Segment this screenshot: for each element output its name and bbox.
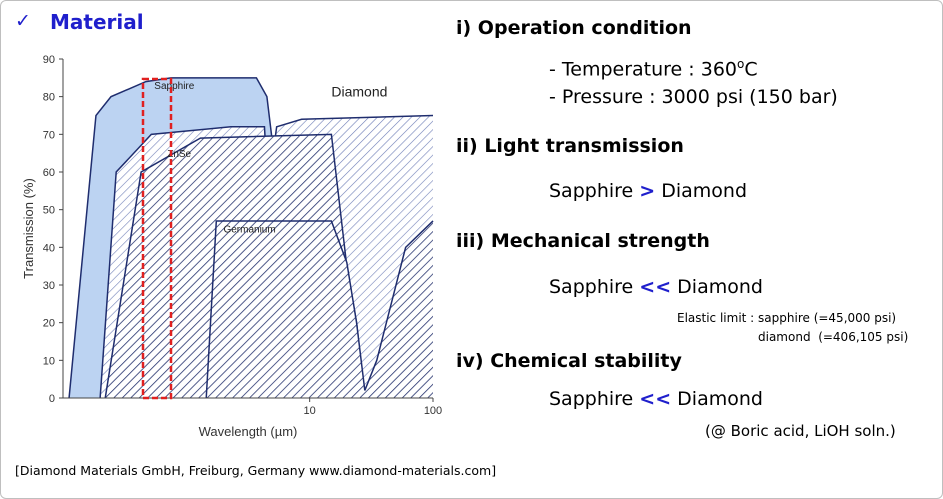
series-line [205,220,434,399]
y-tick-label: 20 [43,318,55,330]
series-label: Diamond [331,84,387,100]
text: C [744,58,758,81]
text: - Temperature : 360oC [549,57,758,80]
operator: << [639,388,672,410]
series-label: ZnSe [167,149,191,160]
operator: > [639,180,656,202]
operator: << [639,276,672,298]
check-icon: ✓ [15,10,31,32]
comparison: Sapphire > Diamond [549,180,747,202]
comparison: Sapphire << Diamond [549,388,763,410]
y-tick-label: 70 [43,129,55,141]
comparison: Sapphire << Diamond [549,276,763,298]
series-label: Germanium [223,224,275,235]
y-tick-label: 0 [49,393,55,405]
y-axis-label: Transmission (%) [21,178,36,279]
series-area [206,220,433,398]
y-tick-label: 60 [43,167,55,179]
note: (@ Boric acid, LiOH soln.) [705,422,896,440]
chart: Sapphire Diamond ZnSe Germanium 0 10 20 30 40 50 6… [21,54,442,439]
text: Diamond [677,388,763,410]
heading: i) Operation condition [456,17,692,39]
y-tick-label: 40 [43,242,55,254]
y-tick-label: 10 [43,355,55,367]
highlight-box [141,77,173,400]
x-tick-label: 100 [424,405,442,417]
note: diamond (=406,105 psi) [758,330,909,344]
source: [Diamond Materials GmbH, Freiburg, Germa… [15,463,497,478]
x-axis-label: Wavelength (µm) [199,424,298,439]
text: Diamond [677,276,763,298]
slide-title: Material [50,10,144,34]
text: Sapphire [549,276,634,298]
heading: iv) Chemical stability [456,350,682,372]
y-tick-label: 90 [43,54,55,66]
y-tick-label: 30 [43,280,55,292]
note: Elastic limit : sapphire (=45,000 psi) [677,311,897,325]
text: Sapphire [549,180,634,202]
heading: ii) Light transmission [456,135,684,157]
heading: iii) Mechanical strength [456,230,710,252]
x-tick-label: 10 [304,405,316,417]
text: - Temperature : 360 [549,58,737,81]
series-line [99,114,434,399]
y-tick-label: 80 [43,92,55,104]
series-label: Sapphire [154,81,194,92]
text: - Pressure : 3000 psi (150 bar) [549,86,838,108]
text: Diamond [661,180,748,202]
text: Sapphire [549,388,634,410]
text: o [737,57,745,71]
y-tick-label: 50 [43,205,55,217]
